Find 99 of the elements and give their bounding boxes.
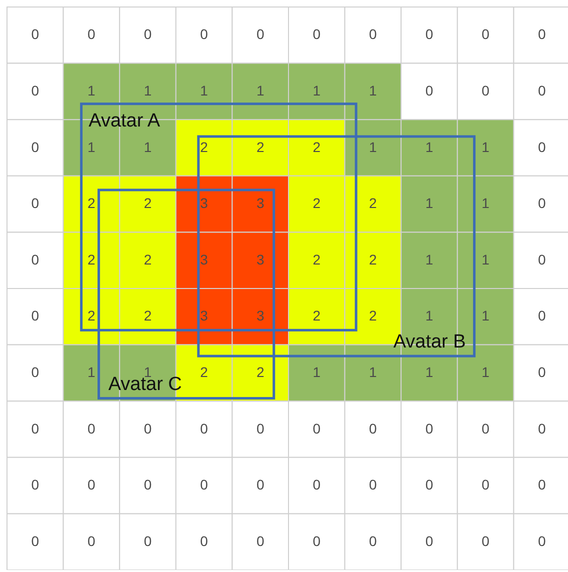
data-label: 0 bbox=[482, 26, 490, 42]
data-label: 0 bbox=[200, 532, 208, 549]
data-label: 0 bbox=[31, 26, 40, 42]
data-label: 0 bbox=[88, 26, 96, 42]
data-label: 1 bbox=[482, 251, 490, 268]
data-label: 0 bbox=[256, 420, 264, 436]
data-label: 0 bbox=[425, 82, 434, 98]
data-label: 0 bbox=[31, 251, 40, 268]
data-label: 0 bbox=[538, 532, 546, 549]
data-label: 0 bbox=[425, 26, 434, 42]
data-label: 3 bbox=[200, 195, 208, 212]
data-label: 0 bbox=[482, 532, 490, 549]
data-label: 2 bbox=[369, 251, 378, 268]
data-label: 1 bbox=[482, 195, 490, 212]
data-label: 0 bbox=[425, 420, 434, 436]
data-label: 0 bbox=[31, 420, 40, 436]
data-label: 2 bbox=[200, 138, 208, 155]
data-label: 2 bbox=[256, 138, 264, 155]
data-label: 0 bbox=[482, 420, 490, 436]
data-label: 3 bbox=[200, 251, 208, 268]
data-label: 1 bbox=[482, 308, 490, 324]
data-label: 0 bbox=[31, 476, 40, 493]
data-label: 0 bbox=[369, 476, 378, 493]
data-label: 1 bbox=[369, 364, 378, 380]
data-label: 2 bbox=[369, 308, 378, 324]
data-label: 2 bbox=[256, 364, 264, 380]
data-label: 2 bbox=[312, 195, 321, 212]
data-label: 1 bbox=[144, 138, 152, 155]
data-label: 1 bbox=[312, 364, 321, 380]
data-label: 1 bbox=[88, 138, 96, 155]
data-label: 1 bbox=[425, 251, 434, 268]
data-label: 0 bbox=[31, 308, 40, 324]
data-label: 0 bbox=[144, 420, 152, 436]
data-label: 2 bbox=[88, 195, 96, 212]
data-label: 0 bbox=[31, 138, 40, 155]
data-label: 3 bbox=[200, 308, 208, 324]
data-label: 2 bbox=[369, 195, 378, 212]
data-label: 0 bbox=[482, 476, 490, 493]
data-label: 0 bbox=[256, 476, 264, 493]
data-label: 0 bbox=[312, 26, 321, 42]
data-label: 0 bbox=[200, 476, 208, 493]
data-label: 1 bbox=[482, 364, 490, 380]
data-label: 0 bbox=[538, 138, 546, 155]
data-label: 3 bbox=[256, 251, 264, 268]
data-label: 0 bbox=[88, 420, 96, 436]
data-label: 1 bbox=[369, 82, 378, 98]
data-label: 0 bbox=[31, 364, 40, 380]
data-label: 2 bbox=[312, 138, 321, 155]
data-label: 1 bbox=[425, 308, 434, 324]
data-label: 0 bbox=[256, 532, 264, 549]
data-label: 0 bbox=[538, 26, 546, 42]
data-label: 2 bbox=[144, 251, 152, 268]
data-label: 0 bbox=[369, 26, 378, 42]
data-label: 0 bbox=[256, 26, 264, 42]
data-label: 3 bbox=[256, 308, 264, 324]
data-label: 0 bbox=[369, 532, 378, 549]
data-label: 2 bbox=[312, 308, 321, 324]
data-label: 3 bbox=[256, 195, 264, 212]
data-label: 1 bbox=[369, 138, 378, 155]
data-label: 0 bbox=[538, 420, 546, 436]
data-label: 1 bbox=[425, 364, 434, 380]
data-label: 0 bbox=[200, 26, 208, 42]
data-label: 0 bbox=[31, 532, 40, 549]
data-label: 0 bbox=[312, 420, 321, 436]
data-label: 0 bbox=[312, 476, 321, 493]
data-label: 0 bbox=[200, 420, 208, 436]
data-label: 0 bbox=[31, 82, 40, 98]
data-label: 0 bbox=[312, 532, 321, 549]
data-label: 1 bbox=[144, 82, 152, 98]
data-label: 0 bbox=[425, 532, 434, 549]
data-label: 0 bbox=[88, 532, 96, 549]
data-label: 0 bbox=[369, 420, 378, 436]
data-label: 0 bbox=[144, 476, 152, 493]
data-label: 1 bbox=[256, 82, 264, 98]
data-label: 0 bbox=[425, 476, 434, 493]
data-label: 1 bbox=[88, 82, 96, 98]
data-label: 2 bbox=[88, 251, 96, 268]
data-label: 1 bbox=[200, 82, 208, 98]
data-label: 0 bbox=[538, 82, 546, 98]
data-label: 0 bbox=[538, 308, 546, 324]
data-label: 1 bbox=[312, 82, 321, 98]
data-label: 2 bbox=[200, 364, 208, 380]
data-label: 2 bbox=[144, 195, 152, 212]
data-label: 0 bbox=[144, 26, 152, 42]
data-label: 1 bbox=[482, 138, 490, 155]
data-label: 2 bbox=[88, 308, 96, 324]
data-label: 0 bbox=[538, 476, 546, 493]
data-label: 0 bbox=[88, 476, 96, 493]
data-label: 0 bbox=[144, 532, 152, 549]
data-label: 0 bbox=[538, 251, 546, 268]
data-label: 1 bbox=[425, 138, 434, 155]
data-label: 0 bbox=[482, 82, 490, 98]
data-label: 0 bbox=[538, 195, 546, 212]
data-label: 2 bbox=[144, 308, 152, 324]
data-label: 0 bbox=[538, 364, 546, 380]
data-label: 0 bbox=[31, 195, 40, 212]
data-label: 1 bbox=[425, 195, 434, 212]
data-label: 1 bbox=[88, 364, 96, 380]
data-label: 2 bbox=[312, 251, 321, 268]
